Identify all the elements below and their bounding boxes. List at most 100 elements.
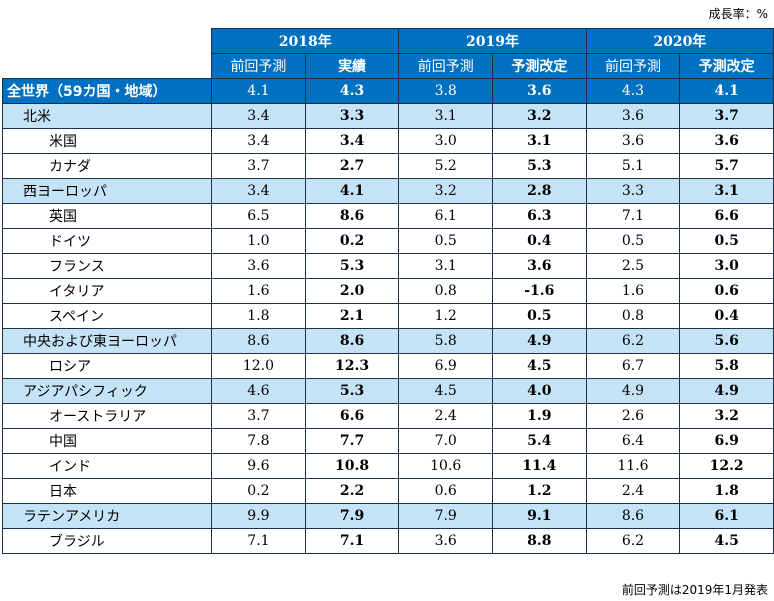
value-cell: 6.1 [679, 503, 774, 529]
value-cell: 0.2 [211, 478, 306, 504]
value-cell: 5.1 [585, 153, 681, 179]
value-cell: 8.8 [492, 528, 587, 554]
row-label: ロシア [1, 353, 213, 379]
value-cell: 6.2 [585, 328, 681, 354]
value-cell: 4.5 [398, 378, 494, 404]
value-cell: 6.6 [304, 403, 400, 429]
row-label: アジアパシフィック [1, 378, 213, 404]
table-row: カナダ 3.7 2.7 5.2 5.3 5.1 5.7 [1, 153, 774, 179]
value-cell: 3.4 [211, 178, 306, 204]
value-cell: 2.4 [398, 403, 494, 429]
table-row: フランス 3.6 5.3 3.1 3.6 2.5 3.0 [1, 253, 774, 279]
row-label: 米国 [1, 128, 213, 154]
value-cell: 3.0 [398, 128, 494, 154]
value-cell: 3.4 [304, 128, 400, 154]
table-row: ロシア 12.0 12.3 6.9 4.5 6.7 5.8 [1, 353, 774, 379]
table-row: ブラジル 7.1 7.1 3.6 8.8 6.2 4.5 [1, 528, 774, 554]
value-cell: 8.6 [304, 203, 400, 229]
year-header-row: 2018年 2019年 2020年 [2, 28, 774, 79]
sub-header-row: 前回予測 実績 前回予測 予測改定 前回予測 予測改定 [3, 53, 774, 79]
value-cell: 0.5 [679, 228, 774, 254]
value-cell: 3.4 [211, 128, 306, 154]
row-label: ブラジル [1, 528, 213, 554]
value-cell: 6.6 [679, 203, 774, 229]
value-cell: 4.3 [304, 78, 400, 104]
table-row: インド 9.6 10.8 10.6 11.4 11.6 12.2 [1, 453, 774, 479]
table-row: 中国 7.8 7.7 7.0 5.4 6.4 6.9 [1, 428, 774, 454]
table-row: イタリア 1.6 2.0 0.8 -1.6 1.6 0.6 [1, 278, 774, 304]
row-label: インド [1, 453, 213, 479]
value-cell: 1.0 [211, 228, 306, 254]
row-label: 西ヨーロッパ [1, 178, 213, 204]
value-cell: 4.1 [679, 78, 774, 104]
value-cell: 11.4 [492, 453, 587, 479]
row-label: スペイン [1, 303, 213, 329]
table-row: スペイン 1.8 2.1 1.2 0.5 0.8 0.4 [1, 303, 774, 329]
value-cell: 7.8 [211, 428, 306, 454]
value-cell: 6.4 [585, 428, 681, 454]
value-cell: 3.1 [492, 128, 587, 154]
value-cell: 4.6 [211, 378, 306, 404]
value-cell: 3.3 [304, 103, 400, 129]
value-cell: 2.6 [585, 403, 681, 429]
value-cell: 4.1 [211, 78, 306, 104]
value-cell: 4.9 [679, 378, 774, 404]
value-cell: 5.2 [398, 153, 494, 179]
value-cell: 4.9 [585, 378, 681, 404]
growth-rate-table: 2018年 2019年 2020年 前回予測 実績 前回予測 予測改定 前回予測… [1, 28, 774, 554]
value-cell: 7.9 [304, 503, 400, 529]
value-cell: 6.5 [211, 203, 306, 229]
value-cell: 9.9 [211, 503, 306, 529]
year-header-2018: 2018年 [211, 28, 400, 54]
value-cell: 7.1 [585, 203, 681, 229]
value-cell: 6.7 [585, 353, 681, 379]
value-cell: 3.7 [211, 403, 306, 429]
value-cell: 5.3 [304, 378, 400, 404]
value-cell: 3.6 [398, 528, 494, 554]
year-header-2020: 2020年 [585, 28, 774, 54]
value-cell: 10.8 [304, 453, 400, 479]
subheader-revised-2020: 予測改定 [679, 53, 774, 79]
value-cell: 2.0 [304, 278, 400, 304]
value-cell: 10.6 [398, 453, 494, 479]
value-cell: 0.4 [679, 303, 774, 329]
value-cell: 4.9 [492, 328, 587, 354]
row-label: 日本 [1, 478, 213, 504]
value-cell: 1.2 [492, 478, 587, 504]
value-cell: 3.1 [679, 178, 774, 204]
value-cell: 5.8 [398, 328, 494, 354]
subheader-prev-forecast-2019: 前回予測 [398, 53, 494, 79]
value-cell: 6.1 [398, 203, 494, 229]
value-cell: 0.6 [679, 278, 774, 304]
footnote: 前回予測は2019年1月発表 [621, 583, 768, 597]
value-cell: 4.1 [304, 178, 400, 204]
value-cell: 7.1 [304, 528, 400, 554]
value-cell: 4.0 [492, 378, 587, 404]
value-cell: 3.6 [211, 253, 306, 279]
row-label: カナダ [1, 153, 213, 179]
value-cell: 1.8 [679, 478, 774, 504]
year-header-2019: 2019年 [398, 28, 587, 54]
value-cell: 4.5 [492, 353, 587, 379]
value-cell: 1.9 [492, 403, 587, 429]
row-label: ドイツ [1, 228, 213, 254]
table-row: 全世界（59カ国・地域） 4.1 4.3 3.8 3.6 4.3 4.1 [1, 78, 774, 104]
value-cell: 7.1 [211, 528, 306, 554]
value-cell: 6.9 [398, 353, 494, 379]
value-cell: 4.5 [679, 528, 774, 554]
value-cell: 3.1 [398, 253, 494, 279]
row-label: フランス [1, 253, 213, 279]
value-cell: 2.8 [492, 178, 587, 204]
table-row: 英国 6.5 8.6 6.1 6.3 7.1 6.6 [1, 203, 774, 229]
table-row: 米国 3.4 3.4 3.0 3.1 3.6 3.6 [1, 128, 774, 154]
value-cell: 5.7 [679, 153, 774, 179]
value-cell: 9.1 [492, 503, 587, 529]
row-label: イタリア [1, 278, 213, 304]
value-cell: 6.3 [492, 203, 587, 229]
value-cell: 1.8 [211, 303, 306, 329]
value-cell: 4.3 [585, 78, 681, 104]
value-cell: 3.0 [679, 253, 774, 279]
value-cell: 2.1 [304, 303, 400, 329]
table-row: アジアパシフィック 4.6 5.3 4.5 4.0 4.9 4.9 [1, 378, 774, 404]
value-cell: 2.7 [304, 153, 400, 179]
